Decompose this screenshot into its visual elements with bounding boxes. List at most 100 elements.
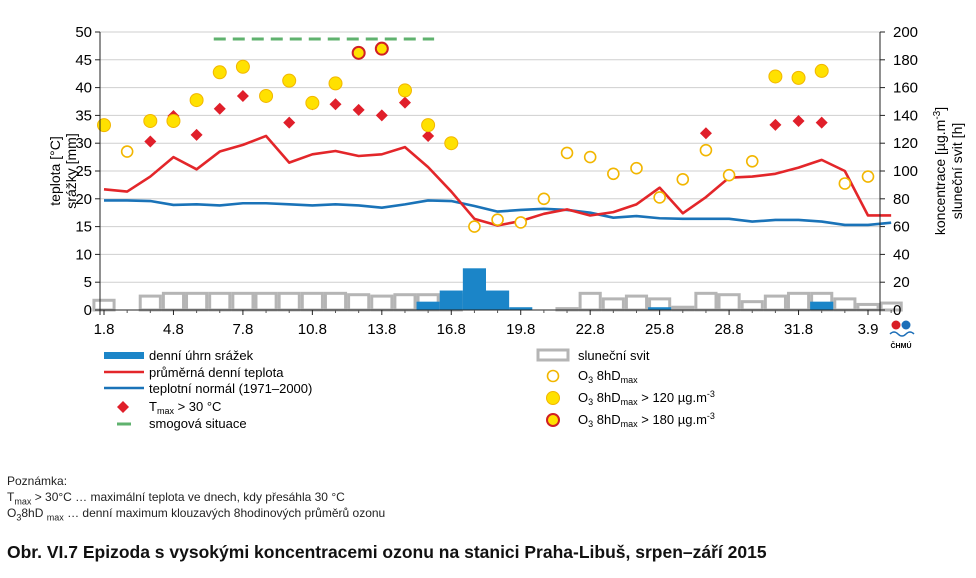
- sunshine-bar: [624, 294, 649, 312]
- legend-swatch-precip: [104, 352, 144, 359]
- figure-caption: Obr. VI.7 Epizoda s vysokými koncentrace…: [7, 542, 767, 562]
- gridlines: [100, 31, 880, 283]
- right-tick-label: 160: [893, 80, 918, 97]
- logo-red-dot: [891, 320, 901, 330]
- tmax-marker: [422, 129, 435, 142]
- tmax-marker: [190, 128, 203, 141]
- legend-swatch-tmax: [117, 401, 129, 413]
- right-tick-label: 100: [893, 163, 918, 180]
- left-tick-label: 50: [75, 24, 92, 41]
- sunshine-bar: [254, 291, 278, 312]
- x-tick-label: 22.8: [576, 321, 605, 338]
- precipitation-bar: [486, 290, 510, 310]
- o3-marker: [722, 168, 736, 182]
- sunshine-bar: [347, 293, 371, 312]
- normal-temperature-line: [104, 199, 892, 227]
- sunshine-bar: [300, 291, 324, 312]
- tmax-marker: [398, 96, 411, 109]
- sunshine-bar: [370, 294, 394, 312]
- legend-label-normal: teplotní normál (1971–2000): [149, 381, 312, 396]
- o3-marker: [814, 63, 829, 78]
- o3-marker: [351, 45, 366, 60]
- o3-marker: [791, 70, 806, 85]
- o3-marker: [514, 216, 528, 229]
- tmax-marker: [769, 118, 782, 131]
- o3-marker: [676, 173, 690, 186]
- o3-marker: [745, 154, 759, 168]
- legend-label-smog: smogová situace: [149, 416, 247, 431]
- sunshine-bar: [323, 291, 348, 312]
- sunshine-bar: [578, 291, 602, 312]
- note-o3: O38hD max … denní maximum klouzavých 8ho…: [7, 506, 386, 523]
- right-tick-label: 60: [893, 219, 910, 236]
- tmax-marker: [283, 116, 296, 129]
- right-tick-label: 200: [893, 24, 918, 41]
- precipitation-bar: [648, 307, 672, 310]
- right-tick-label: 180: [893, 52, 918, 69]
- x-tick-label: 1.8: [94, 321, 115, 338]
- left-tick-label: 25: [75, 163, 92, 180]
- x-tick-label: 28.8: [714, 321, 743, 338]
- precipitation-bar: [416, 301, 440, 310]
- o3-marker: [838, 177, 852, 190]
- o3-marker: [259, 88, 274, 103]
- o3-marker: [397, 83, 412, 98]
- tmax-marker: [213, 102, 226, 115]
- o3-marker: [235, 59, 250, 74]
- o3-marker: [143, 113, 158, 128]
- tmax-marker: [329, 98, 342, 111]
- o3-marker: [630, 161, 643, 175]
- right-tick-label: 80: [893, 191, 910, 208]
- right-tick-label: 20: [893, 274, 910, 291]
- logo-wave: [889, 331, 915, 337]
- left-tick-label: 40: [75, 80, 92, 97]
- legend-label-o3vhi: O3 8hDmax > 180 µg.m-3: [578, 411, 715, 429]
- o3-marker: [583, 150, 597, 164]
- o3-marker: [374, 41, 389, 56]
- left-tick-label: 30: [75, 135, 92, 152]
- legend-swatch-sun: [536, 348, 570, 362]
- o3-marker: [607, 167, 620, 181]
- tmax-marker: [375, 109, 388, 122]
- sunshine-bar: [161, 291, 186, 312]
- sunshine-bar: [833, 297, 857, 312]
- left-tick-label: 45: [75, 52, 92, 69]
- tmax-marker: [815, 116, 828, 129]
- sunshine-bar: [138, 294, 162, 312]
- o3-marker: [282, 73, 297, 88]
- legend-label-temp: průměrná denní teplota: [149, 365, 284, 380]
- legend-swatch-o3lo: [546, 369, 560, 383]
- sunshine-bar: [185, 291, 209, 312]
- normal-temperature-polyline: [104, 199, 892, 227]
- o3-marker: [421, 118, 436, 133]
- legend-label-precip: denní úhrn srážek: [149, 348, 254, 363]
- sunshine-bar: [231, 291, 255, 312]
- o3-marker: [861, 170, 875, 183]
- o3-marker: [444, 136, 459, 151]
- o3-marker: [699, 143, 713, 157]
- precipitation-bar: [509, 307, 533, 310]
- precipitation-bar: [462, 268, 486, 310]
- axes: 0 5 10 15 20 25 30 35 40 45 50 0 20 40 60 80 100 120 140 16…: [47, 24, 965, 338]
- legend-label-tmax: Tmax > 30 °C: [149, 399, 221, 416]
- o3-marker: [560, 146, 574, 160]
- chmu-logo: ČHMÚ: [889, 320, 915, 350]
- legend-label-o3hi: O3 8hDmax > 120 µg.m-3: [578, 389, 715, 407]
- right-tick-label: 140: [893, 107, 918, 124]
- o3-marker: [305, 95, 320, 110]
- precipitation-bars: [416, 268, 834, 310]
- sunshine-bar: [601, 297, 625, 312]
- o3-marker: [97, 118, 111, 133]
- y-left-title-1: teplota [°C]: [47, 136, 63, 205]
- o3-marker: [189, 93, 204, 108]
- x-tick-label: 16.8: [437, 321, 466, 338]
- sunshine-bar: [786, 291, 811, 312]
- o3-marker: [491, 213, 504, 226]
- o3-marker: [120, 145, 134, 158]
- precipitation-bar: [810, 301, 834, 310]
- left-tick-label: 5: [84, 274, 92, 291]
- o3-marker: [653, 191, 666, 204]
- right-tick-label: 120: [893, 135, 918, 152]
- legend-swatch-o3vhi: [546, 413, 560, 427]
- logo-blue-dot: [901, 320, 911, 330]
